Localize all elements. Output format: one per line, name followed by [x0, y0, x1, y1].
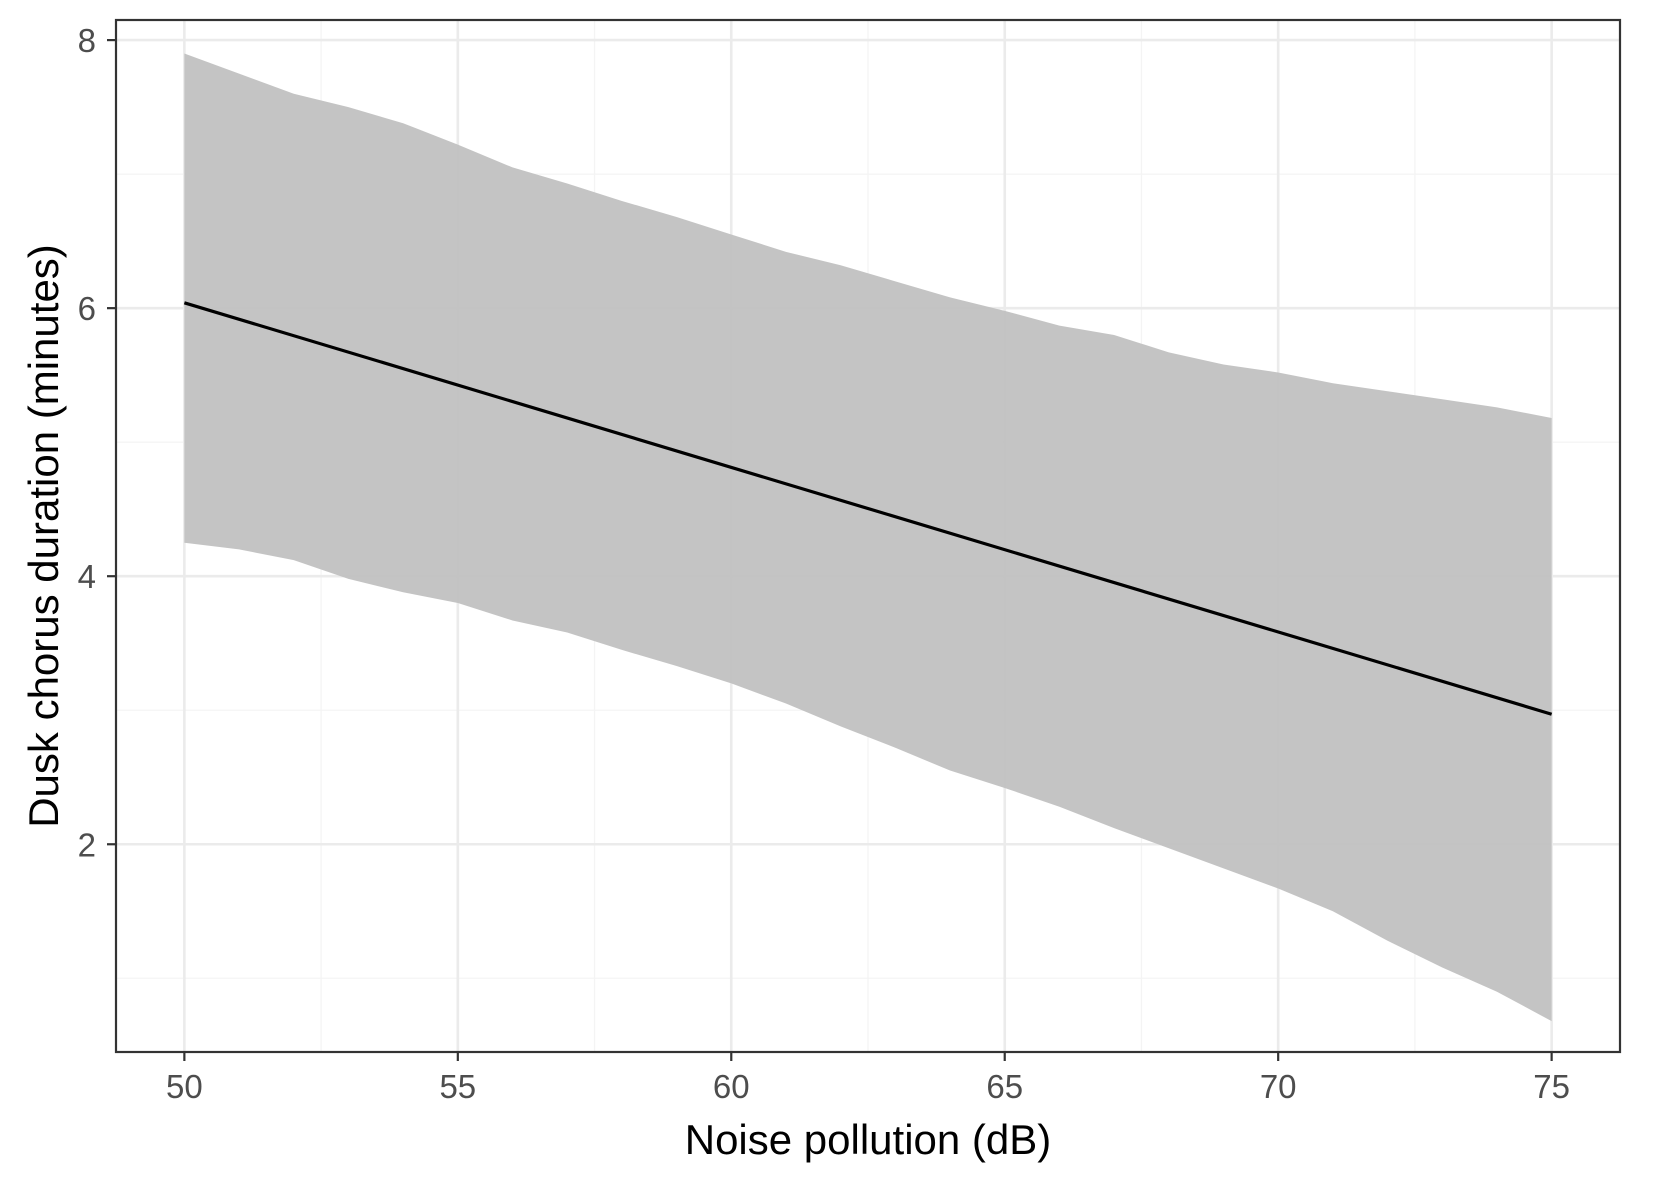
- y-tick-label: 8: [78, 22, 96, 59]
- y-tick-label: 6: [78, 290, 96, 327]
- confidence-band-layer: [184, 53, 1552, 1022]
- x-axis-ticks: 50 55 60 65 70 75: [166, 1052, 1570, 1105]
- y-tick-label: 4: [78, 558, 96, 595]
- x-tick-label: 55: [439, 1068, 476, 1105]
- confidence-band: [184, 53, 1552, 1022]
- x-tick-label: 65: [986, 1068, 1023, 1105]
- x-tick-label: 75: [1533, 1068, 1570, 1105]
- y-tick-label: 2: [78, 826, 96, 863]
- x-axis-title: Noise pollution (dB): [685, 1116, 1052, 1163]
- fit-line: [183, 301, 1553, 716]
- panel-border: [114, 18, 1622, 1054]
- x-tick-label: 50: [166, 1068, 203, 1105]
- y-axis-title: Dusk chorus duration (minutes): [20, 244, 67, 828]
- y-axis-ticks: 2 4 6 8: [78, 22, 116, 863]
- x-tick-label: 70: [1260, 1068, 1297, 1105]
- fit-line-layer: [183, 301, 1553, 716]
- x-tick-label: 60: [713, 1068, 750, 1105]
